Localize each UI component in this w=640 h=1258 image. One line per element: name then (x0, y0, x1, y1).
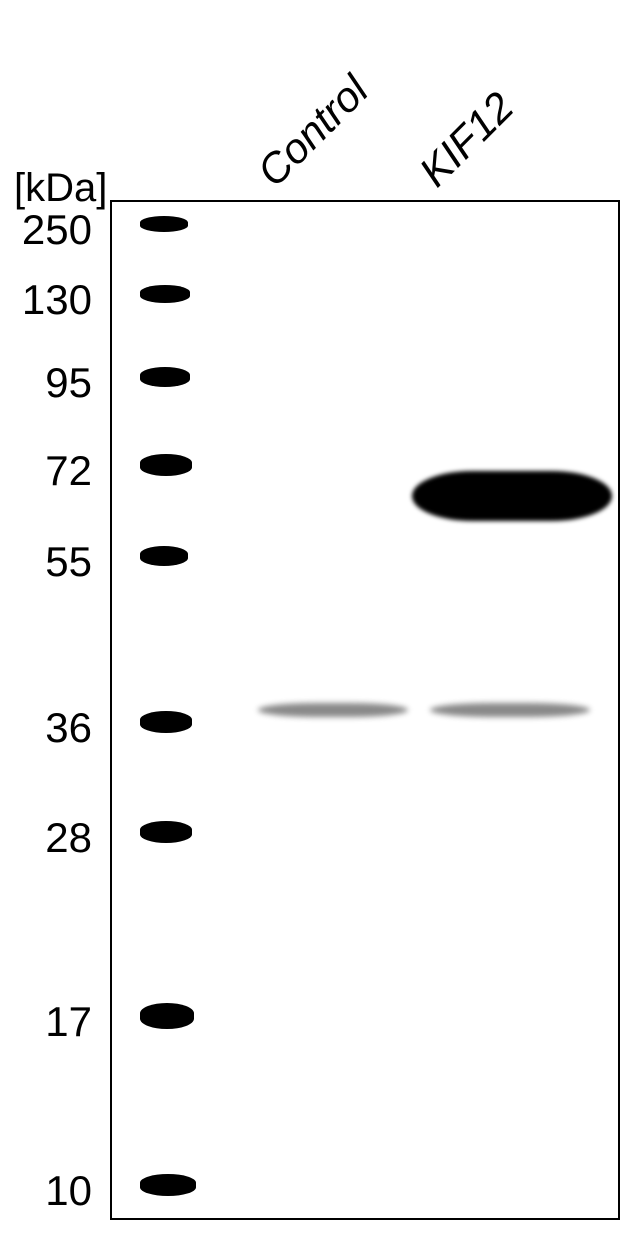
band-kif12-37 (430, 703, 590, 717)
axis-title: [kDa] (14, 166, 107, 211)
band-control-37 (258, 703, 408, 717)
ladder-band-130 (140, 285, 190, 303)
blot-container: [kDa] Control KIF12 250 130 95 72 55 36 … (0, 0, 640, 1258)
lane-label-kif12: KIF12 (410, 83, 523, 196)
mw-label-17: 17 (2, 998, 92, 1046)
ladder-band-10 (140, 1174, 196, 1196)
mw-label-130: 130 (2, 276, 92, 324)
ladder-band-17 (140, 1003, 194, 1029)
ladder-band-36 (140, 711, 192, 733)
mw-label-72: 72 (2, 447, 92, 495)
mw-label-95: 95 (2, 359, 92, 407)
mw-label-55: 55 (2, 538, 92, 586)
mw-label-250: 250 (2, 206, 92, 254)
lane-label-control: Control (248, 66, 378, 196)
ladder-band-250 (140, 216, 188, 232)
ladder-band-55 (140, 546, 188, 566)
ladder-band-72 (140, 454, 192, 476)
mw-label-10: 10 (2, 1167, 92, 1215)
band-kif12-64 (412, 471, 612, 521)
ladder-band-95 (140, 367, 190, 387)
ladder-band-28 (140, 821, 192, 843)
mw-label-36: 36 (2, 704, 92, 752)
mw-label-28: 28 (2, 814, 92, 862)
